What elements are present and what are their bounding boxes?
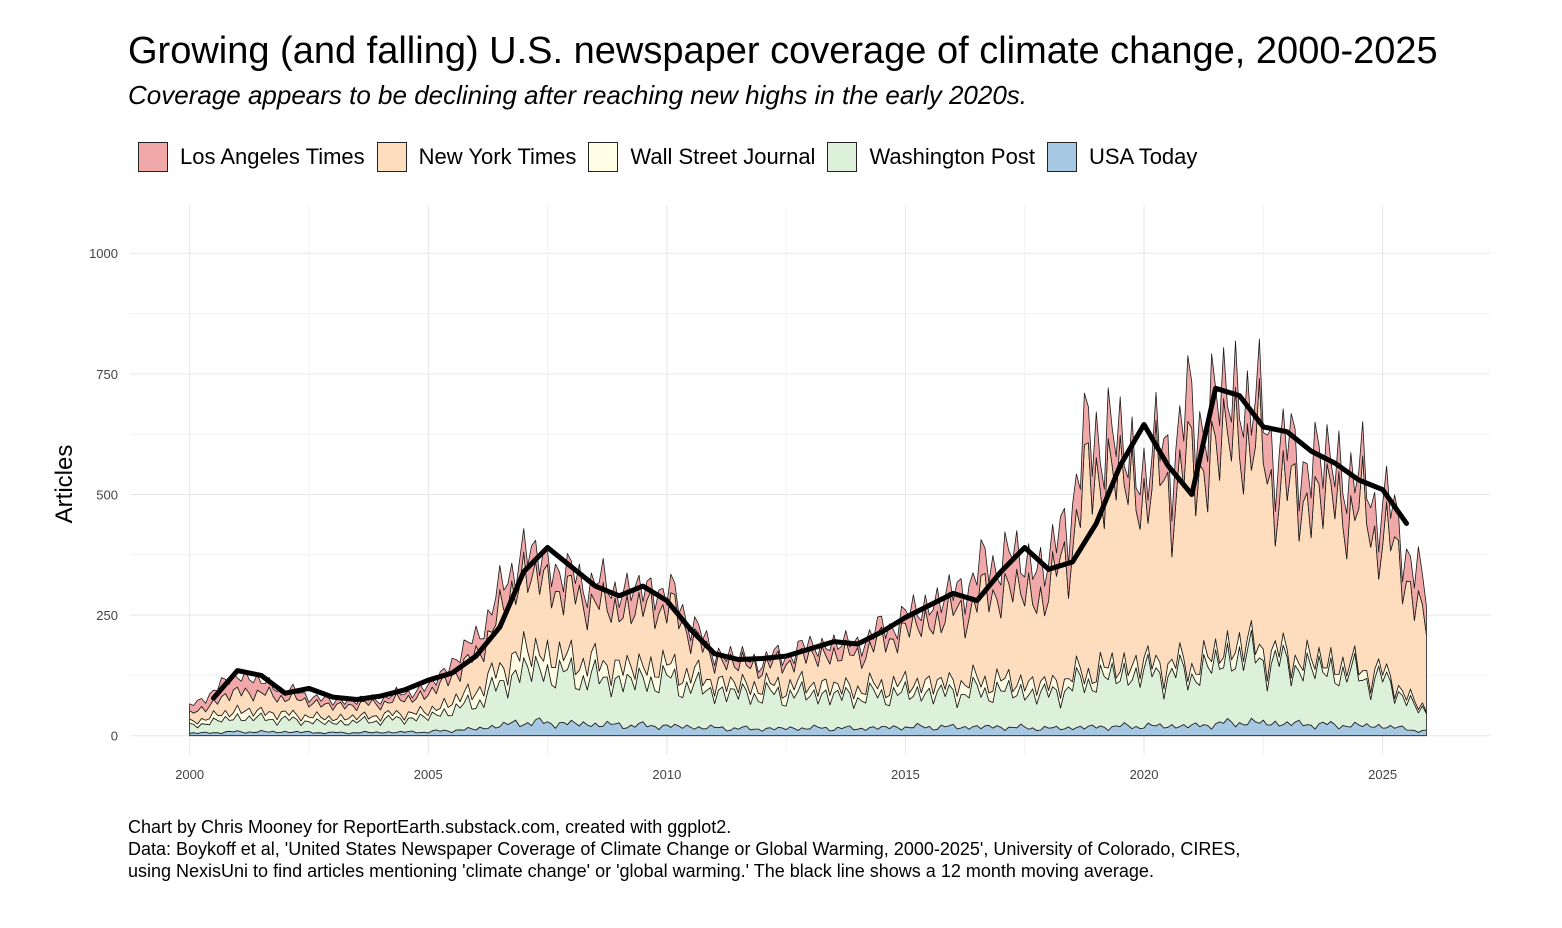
legend-item-usa-today: USA Today [1046,142,1198,172]
y-tick-label: 0 [111,729,118,744]
caption: Chart by Chris Mooney for ReportEarth.su… [128,816,1240,882]
legend-swatch-washington-post [827,142,858,172]
x-tick-label: 2005 [414,767,443,782]
caption-line-2: Data: Boykoff et al, 'United States News… [128,839,1241,859]
legend-item-wall-street-journal: Wall Street Journal [588,142,815,172]
caption-line-3: using NexisUni to find articles mentioni… [128,861,1154,881]
legend-label-los-angeles-times: Los Angeles Times [180,144,365,169]
y-axis-title: Articles [51,445,78,524]
chart-subtitle: Coverage appears to be declining after r… [128,80,1028,110]
y-tick-label: 1000 [89,246,118,261]
legend-label-washington-post: Washington Post [869,144,1035,169]
moving-average-line [211,385,1409,702]
legend-swatch-usa-today [1046,142,1077,172]
legend-item-new-york-times: New York Times [376,142,577,172]
x-tick-label: 2015 [891,767,920,782]
legend-label-usa-today: USA Today [1088,144,1198,169]
axis-labels: 0 250 500 750 1000 2000 2005 2010 2015 2020 2025 [89,246,1397,782]
legend-item-washington-post: Washington Post [827,142,1035,172]
moving-average [211,385,1409,702]
area-los-angeles-times [189,338,1427,714]
x-tick-label: 2025 [1368,767,1397,782]
x-tick-label: 2010 [652,767,681,782]
y-tick-label: 750 [96,367,118,382]
legend-item-los-angeles-times: Los Angeles Times [138,142,365,172]
stacked-areas [189,338,1427,737]
legend-swatch-wall-street-journal [588,142,619,172]
x-tick-label: 2000 [175,767,204,782]
legend: Los Angeles Times New York Times Wall St… [138,142,1209,172]
y-tick-label: 250 [96,608,118,623]
legend-swatch-new-york-times [376,142,407,172]
legend-label-wall-street-journal: Wall Street Journal [630,144,816,169]
chart-title: Growing (and falling) U.S. newspaper cov… [128,30,1438,72]
x-tick-label: 2020 [1130,767,1159,782]
legend-swatch-los-angeles-times [138,142,168,172]
legend-label-new-york-times: New York Times [418,144,577,169]
caption-line-1: Chart by Chris Mooney for ReportEarth.su… [128,817,732,837]
y-tick-label: 500 [96,487,118,502]
